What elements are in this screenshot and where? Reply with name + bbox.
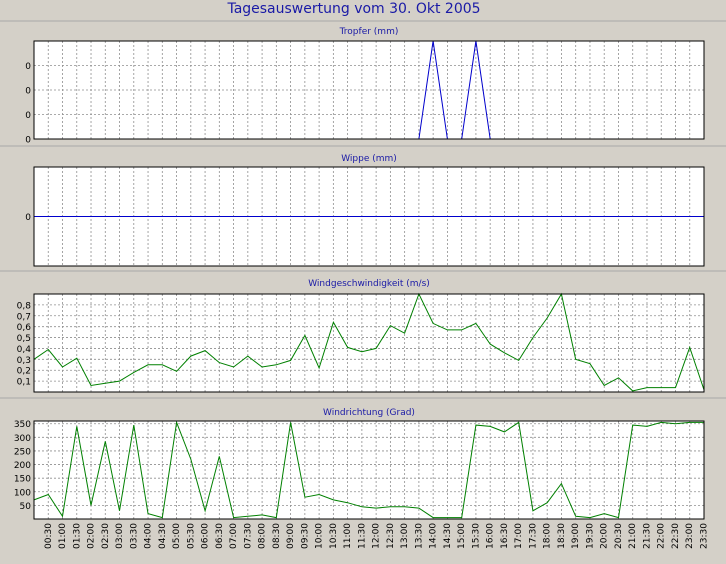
plot-frame [33,40,705,140]
x-tick-label: 06:30 [215,523,225,549]
x-tick-label: 18:30 [557,523,567,549]
x-tick-label: 15:30 [471,523,481,549]
y-tick-label: 250 [14,447,31,457]
plot-frame [33,166,705,267]
x-tick-label: 11:00 [343,523,353,549]
x-tick-label: 03:30 [129,523,139,549]
x-tick-label: 00:30 [44,523,54,549]
series-line [33,292,705,392]
y-tick-label: 100 [14,488,31,498]
y-tick-label: 0 [25,111,31,121]
x-tick-label: 07:00 [229,523,239,549]
x-tick-label: 08:30 [272,523,282,549]
plot-area [34,421,704,519]
x-tick-label: 05:00 [172,523,182,549]
x-tick-label: 08:00 [258,523,268,549]
y-tick-label: 0,8 [17,301,32,311]
plot-area [34,41,704,139]
series-line [33,420,704,519]
x-tick-label: 16:00 [486,523,496,549]
x-tick-label: 21:30 [643,523,653,549]
y-tick-label: 0,7 [17,312,31,322]
x-tick-label: 17:00 [514,523,524,549]
x-tick-label: 05:30 [186,523,196,549]
x-tick-label: 13:30 [414,523,424,549]
panel-title: Tropfer (mm) [339,27,399,37]
x-tick-label: 20:30 [614,523,624,549]
x-tick-label: 02:00 [87,523,97,549]
y-tick-label: 0 [25,213,31,223]
x-tick-label: 14:00 [429,523,439,549]
x-tick-label: 01:30 [72,523,82,549]
x-tick-label: 04:30 [158,523,168,549]
x-tick-label: 03:00 [115,523,125,549]
chart-panel: Tropfer (mm) 0 0 0 0 [0,20,726,146]
x-tick-label: 20:00 [600,523,610,549]
x-tick-label: 23:30 [700,523,710,549]
chart-panels: Tropfer (mm) 0 0 0 0 Wippe (mm) 0 Windgeschwind… [0,20,726,520]
y-tick-label: 0 [25,62,31,72]
x-tick-label: 12:00 [372,523,382,549]
y-tick-label: 50 [20,502,32,512]
plot-area [34,294,704,392]
y-tick-label: 0,1 [17,378,31,388]
x-tick-label: 22:00 [657,523,667,549]
x-tick-label: 18:00 [543,523,553,549]
panel-title: Windgeschwindigkeit (m/s) [308,279,430,289]
x-tick-label: 22:30 [671,523,681,549]
x-tick-label: 14:30 [443,523,453,549]
y-tick-label: 0,2 [17,367,31,377]
x-tick-label: 06:00 [201,523,211,549]
chart-panel: Windgeschwindigkeit (m/s) 0,10,20,30,40,5… [0,270,726,393]
panel-title: Wippe (mm) [341,154,397,164]
x-tick-label: 23:00 [685,523,695,549]
x-tick-label: 01:00 [58,523,68,549]
x-tick-label: 16:30 [500,523,510,549]
x-tick-label: 15:00 [457,523,467,549]
x-tick-label: 07:30 [243,523,253,549]
y-tick-label: 0,5 [17,334,31,344]
x-tick-label: 12:30 [386,523,396,549]
x-tick-label: 04:00 [144,523,154,549]
plot-frame [33,293,705,393]
y-tick-label: 0,6 [17,323,32,333]
y-tick-label: 200 [14,461,31,471]
x-tick-label: 09:00 [286,523,296,549]
x-tick-label: 17:30 [528,523,538,549]
chart-panel: Wippe (mm) 0 [0,145,726,267]
x-tick-label: 13:00 [400,523,410,549]
plot-frame [33,420,705,520]
x-axis-time-labels: 00:30 01:00 01:30 02:00 02:30 03:00 03:30 04:00… [44,523,710,549]
y-tick-label: 150 [14,475,31,485]
y-tick-label: 0 [25,87,31,97]
x-tick-label: 21:00 [628,523,638,549]
y-tick-label: 0,4 [17,345,32,355]
x-tick-label: 10:30 [329,523,339,549]
x-tick-label: 19:00 [571,523,581,549]
x-tick-label: 10:00 [315,523,325,549]
chart-panel: Windrichtung (Grad) 50 100 150 200 250 300 350 [0,397,726,520]
x-tick-label: 19:30 [586,523,596,549]
panel-title: Windrichtung (Grad) [323,408,415,418]
y-tick-label: 300 [14,434,31,444]
x-tick-label: 02:30 [101,523,111,549]
y-tick-label: 350 [14,420,31,430]
x-tick-label: 11:30 [357,523,367,549]
figure-title: Tagesauswertung vom 30. Okt 2005 [226,1,480,17]
x-tick-label: 09:30 [300,523,310,549]
y-tick-label: 0,3 [17,356,31,366]
y-tick-label: 0 [25,136,31,146]
